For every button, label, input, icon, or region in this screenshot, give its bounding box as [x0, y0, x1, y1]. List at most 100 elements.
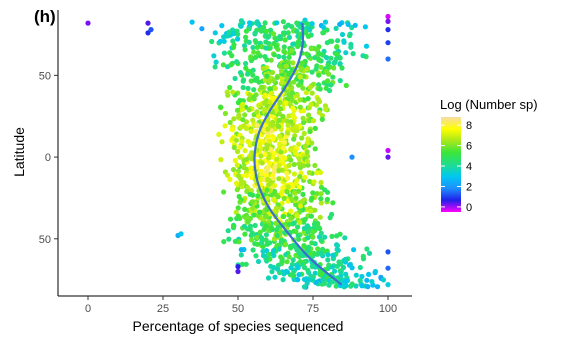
data-point [296, 161, 302, 167]
data-point [320, 277, 326, 283]
data-point [332, 268, 338, 274]
data-point [240, 84, 246, 91]
data-point [242, 206, 248, 212]
data-point [255, 21, 261, 27]
data-point [305, 235, 311, 241]
data-point [374, 284, 381, 290]
data-point [352, 22, 358, 28]
data-point [343, 50, 349, 56]
data-point [311, 118, 317, 124]
data-point [266, 160, 273, 166]
data-point [317, 214, 323, 220]
data-point [385, 40, 391, 46]
data-point [232, 238, 238, 244]
data-point [234, 59, 240, 65]
data-point [240, 78, 246, 84]
data-point [251, 49, 257, 55]
data-point [329, 264, 336, 270]
data-point [225, 92, 231, 98]
data-point [290, 41, 296, 47]
data-point [299, 198, 306, 204]
y-tick-label: 50 [39, 70, 51, 82]
data-point [290, 221, 296, 227]
data-point [290, 60, 296, 66]
data-point [284, 188, 290, 194]
data-point [250, 67, 256, 73]
data-point [286, 221, 292, 227]
data-point [243, 261, 249, 267]
data-point [301, 225, 307, 231]
data-point [230, 89, 236, 95]
data-point [289, 90, 295, 96]
data-point [342, 256, 349, 262]
data-point [281, 195, 287, 202]
panel-label: (h) [34, 7, 56, 26]
data-point [312, 55, 318, 61]
data-point [326, 282, 332, 288]
data-point [337, 21, 343, 27]
data-point [331, 65, 337, 71]
data-point [262, 92, 268, 98]
data-point [252, 30, 258, 36]
color-legend: Log (Number sp) 8 6 4 2 0 [440, 97, 538, 214]
data-point [359, 273, 365, 280]
data-point [286, 70, 292, 76]
data-point [221, 239, 227, 245]
data-point [310, 277, 316, 283]
data-point [243, 60, 249, 67]
data-point [225, 228, 231, 234]
data-point [300, 191, 306, 197]
data-point [329, 279, 336, 285]
data-point [249, 237, 255, 243]
data-point [288, 157, 294, 163]
data-point [273, 220, 279, 226]
data-point [267, 27, 274, 33]
data-point [320, 30, 326, 36]
data-point [221, 50, 227, 56]
y-axis-ticks: 50 0 50 [39, 70, 58, 246]
data-point [360, 53, 366, 59]
data-point [242, 112, 248, 118]
data-point [272, 164, 278, 170]
data-point [285, 30, 291, 36]
data-point [302, 259, 308, 265]
data-point [305, 162, 311, 168]
data-point [385, 27, 391, 33]
data-point [369, 279, 375, 285]
data-point [328, 82, 334, 88]
data-point [283, 241, 289, 248]
data-point [237, 144, 243, 150]
data-point [280, 277, 286, 283]
data-point [293, 124, 299, 130]
data-point [246, 140, 253, 146]
data-point [267, 45, 273, 51]
data-point [318, 200, 324, 206]
x-tick-label: 25 [157, 303, 169, 315]
data-point [316, 72, 322, 78]
data-point [318, 237, 324, 244]
data-point [285, 122, 291, 128]
data-point [243, 173, 250, 179]
data-point [310, 229, 316, 235]
data-point [228, 62, 234, 68]
data-point [269, 95, 275, 101]
data-point [265, 275, 272, 281]
data-point [338, 269, 344, 275]
data-point [296, 156, 302, 162]
data-point [293, 202, 299, 208]
data-point [254, 109, 260, 115]
data-point [285, 22, 291, 28]
data-point [248, 128, 254, 134]
legend-tick-label: 4 [466, 161, 472, 173]
data-point [239, 103, 245, 110]
data-point [264, 57, 270, 63]
data-point [257, 209, 263, 215]
x-axis-ticks: 0 25 50 75 100 [85, 296, 397, 315]
data-point [308, 101, 314, 107]
data-point [316, 50, 322, 57]
data-point [231, 223, 237, 229]
data-point [230, 44, 237, 51]
data-point [283, 100, 289, 106]
data-point [211, 53, 217, 59]
data-point [297, 219, 303, 225]
